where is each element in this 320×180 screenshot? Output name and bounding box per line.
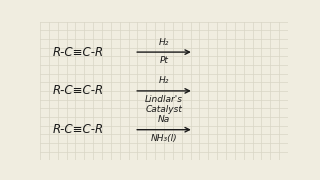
Text: NH₃(l): NH₃(l) — [151, 134, 177, 143]
Text: R-C≡C-R: R-C≡C-R — [52, 123, 104, 136]
Text: H₂: H₂ — [159, 76, 169, 85]
Text: H₂: H₂ — [159, 38, 169, 47]
Text: Pt: Pt — [160, 56, 168, 65]
Text: R-C≡C-R: R-C≡C-R — [52, 84, 104, 97]
Text: Na: Na — [158, 115, 170, 124]
Text: Lindlar's
Catalyst: Lindlar's Catalyst — [145, 95, 183, 114]
Text: R-C≡C-R: R-C≡C-R — [52, 46, 104, 59]
